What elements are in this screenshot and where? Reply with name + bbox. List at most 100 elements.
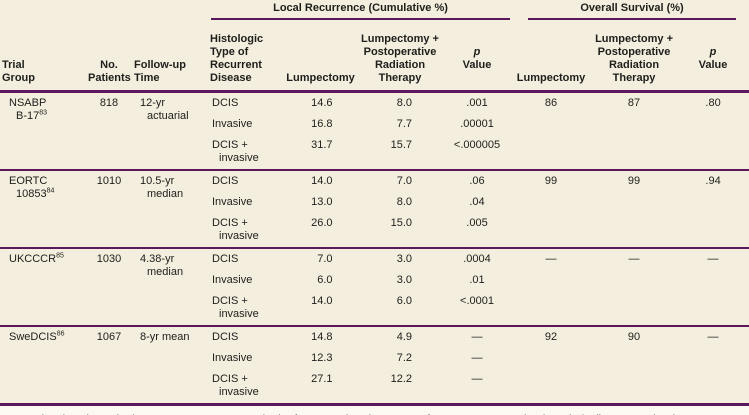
table-row: Invasive 13.0 8.0 .04 (0, 192, 749, 213)
trial-name: EORTC 1085384 (0, 170, 86, 248)
reference-superscript: 83 (39, 108, 48, 116)
table-row: DCIS + invasive 31.7 15.7 <.000005 (0, 135, 749, 170)
lr-lumpectomy-value: 27.1 (284, 369, 357, 405)
value-label: Value (698, 58, 728, 71)
value-text: 14.6 (311, 96, 333, 109)
lr-lumpectomy-value: 14.0 (284, 291, 357, 326)
histology-type: DCIS (208, 170, 284, 192)
patients-count: 818 (99, 96, 119, 109)
histology-type: DCIS + invasive (208, 135, 284, 170)
trial-name-text: SweDCIS (9, 330, 57, 343)
followup-text: 10.5-yr median (140, 174, 184, 200)
histology-text: DCIS (212, 96, 239, 109)
value-text: 12.3 (311, 351, 333, 364)
histology-type: Invasive (208, 348, 284, 369)
spanner-spacer (0, 0, 208, 20)
table-footnote: DCIS, ductal carcinoma in situ; EORTC, E… (0, 405, 749, 415)
value-text: 12.2 (390, 372, 412, 385)
lr-p-value: — (471, 351, 483, 364)
spanner-local-recurrence: Local Recurrence (Cumulative %) (208, 0, 511, 20)
table-header: Local Recurrence (Cumulative %) Overall … (0, 0, 749, 93)
os-p-value: .80 (705, 96, 721, 109)
header-lr-p-value: p Value (443, 20, 512, 93)
lr-p-value: — (471, 372, 483, 385)
trial-name: UKCCCR85 (0, 248, 86, 326)
os-lumpectomy-value (511, 213, 591, 248)
table-row: SweDCIS86 1067 8-yr mean DCIS 14.8 4.9 —… (0, 326, 749, 348)
followup-time: 8-yr mean (132, 326, 208, 405)
followup-time: 4.38-yr median (132, 248, 208, 326)
os-p-value (677, 135, 749, 170)
os-p-value: .94 (705, 174, 721, 187)
clinical-trials-table: Local Recurrence (Cumulative %) Overall … (0, 0, 749, 406)
os-p-value (677, 192, 749, 213)
lr-p-value: .001 (466, 96, 488, 109)
lr-lumpectomy-value: 13.0 (284, 192, 357, 213)
lr-radiation-value: 8.0 (357, 91, 443, 114)
lr-radiation-value: 12.2 (357, 369, 443, 405)
lr-lumpectomy-value: 31.7 (284, 135, 357, 170)
os-lumpectomy-value (511, 114, 591, 135)
value-text: 15.7 (390, 138, 412, 151)
histology-text: DCIS (212, 252, 239, 265)
lr-radiation-value: 3.0 (357, 270, 443, 291)
os-p-value: — (707, 252, 719, 265)
os-lumpectomy-value (511, 192, 591, 213)
os-lumpectomy-value (511, 348, 591, 369)
os-p-value (677, 291, 749, 326)
lr-lumpectomy-value: 6.0 (284, 270, 357, 291)
value-text: 14.0 (311, 294, 333, 307)
header-trial-group: Trial Group (0, 20, 86, 93)
spanner-local-recurrence-label: Local Recurrence (Cumulative %) (211, 2, 511, 20)
lr-p-value: .01 (469, 273, 485, 286)
histology-type: DCIS (208, 326, 284, 348)
os-lumpectomy-value (511, 270, 591, 291)
lr-radiation-value: 6.0 (357, 291, 443, 326)
table-row: EORTC 1085384 1010 10.5-yr median DCIS 1… (0, 170, 749, 200)
histology-text: Invasive (212, 273, 253, 286)
os-lumpectomy-value: 92 (544, 330, 558, 343)
table-row: Invasive 6.0 3.0 .01 (0, 270, 749, 291)
value-text: 6.0 (317, 273, 333, 286)
value-text: 8.0 (396, 96, 412, 109)
os-lumpectomy-value (511, 369, 591, 405)
histology-text: DCIS (212, 330, 239, 343)
patients-count: 1067 (96, 330, 122, 343)
followup-text: 12-yr actuarial (140, 96, 189, 122)
reference-superscript: 85 (56, 251, 64, 259)
table-row: DCIS + invasive 27.1 12.2 — (0, 369, 749, 405)
os-radiation-value (591, 213, 677, 248)
table-row: UKCCCR85 1030 4.38-yr median DCIS 7.0 3.… (0, 248, 749, 278)
header-lr-lumpectomy: Lumpectomy (284, 20, 357, 93)
histology-type: DCIS + invasive (208, 369, 284, 405)
lr-lumpectomy-value: 26.0 (284, 213, 357, 248)
lr-p-value: .04 (469, 195, 485, 208)
os-p-value (677, 114, 749, 135)
table-row: Invasive 16.8 7.7 .00001 (0, 114, 749, 135)
lr-radiation-value: 3.0 (357, 248, 443, 270)
os-lumpectomy-value (511, 291, 591, 326)
value-text: 13.0 (311, 195, 333, 208)
lr-p-value: <.000005 (453, 138, 501, 151)
header-lr-lumpectomy-radiation: Lumpectomy + Postoperative Radiation The… (357, 20, 443, 93)
os-radiation-value (591, 192, 677, 213)
lr-radiation-value: 15.7 (357, 135, 443, 170)
table-row: DCIS + invasive 14.0 6.0 <.0001 (0, 291, 749, 326)
trial-group-ukcccr: UKCCCR85 1030 4.38-yr median DCIS 7.0 3.… (0, 247, 749, 326)
spanner-row: Local Recurrence (Cumulative %) Overall … (0, 0, 749, 20)
value-label: Value (462, 58, 492, 71)
trial-name-text: EORTC 10853 (9, 174, 48, 200)
lr-p-value: .0004 (463, 252, 491, 265)
histology-type: DCIS (208, 91, 284, 114)
os-lumpectomy-value (511, 135, 591, 170)
histology-text: DCIS + invasive (212, 138, 259, 164)
value-text: 4.9 (396, 330, 412, 343)
os-radiation-value (591, 270, 677, 291)
lr-lumpectomy-value: 7.0 (284, 248, 357, 270)
os-radiation-value (591, 114, 677, 135)
lr-p-value: .00001 (460, 117, 494, 130)
histology-type: Invasive (208, 270, 284, 291)
lr-lumpectomy-value: 16.8 (284, 114, 357, 135)
patients-count: 1030 (96, 252, 122, 265)
